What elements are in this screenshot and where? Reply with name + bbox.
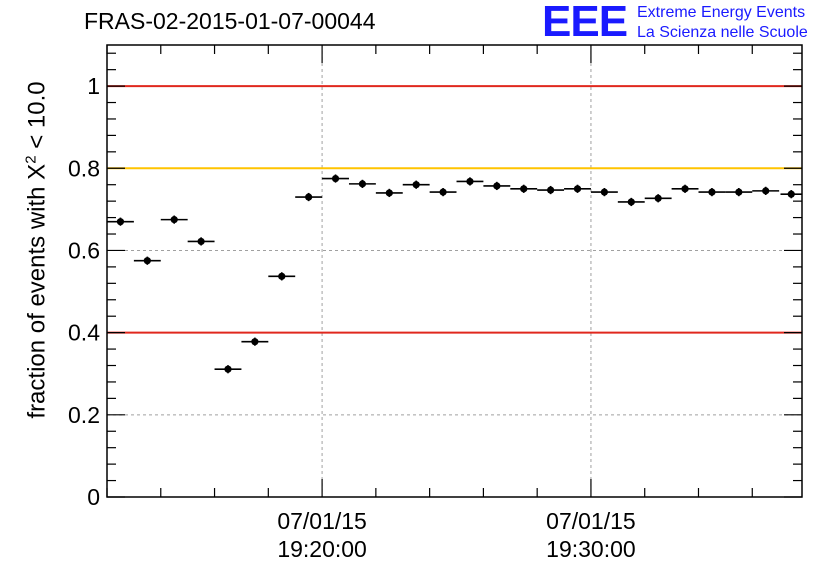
- eee-logo-mark: EEE: [542, 0, 628, 46]
- data-point: [224, 365, 232, 373]
- data-point: [547, 186, 555, 194]
- data-point: [385, 189, 393, 197]
- logo-line-2: La Scienza nelle Scuole: [637, 24, 808, 41]
- x-tick-label-time: 19:20:00: [277, 536, 367, 562]
- data-point: [170, 216, 178, 224]
- data-point: [573, 185, 582, 193]
- y-tick-label: 0.4: [68, 320, 100, 346]
- data-point: [493, 182, 501, 190]
- data-point: [787, 190, 795, 198]
- y-tick-label: 1: [87, 73, 100, 99]
- data-point: [762, 187, 770, 195]
- chart-title: FRAS-02-2015-01-07-00044: [84, 8, 376, 34]
- data-point: [600, 188, 608, 196]
- y-axis-label-suffix: < 10.0: [23, 81, 51, 156]
- data-point: [305, 193, 313, 201]
- data-point: [251, 338, 259, 346]
- y-axis-label-prefix: fraction of events with X: [23, 163, 51, 419]
- data-point: [358, 180, 367, 188]
- y-tick-label: 0.6: [68, 237, 100, 263]
- data-point: [654, 194, 662, 202]
- x-tick-label-date: 07/01/15: [277, 508, 367, 534]
- x-tick-label-time: 19:30:00: [546, 536, 636, 562]
- data-point: [331, 174, 340, 183]
- data-point: [627, 198, 635, 206]
- data-point: [412, 181, 420, 189]
- eee-logo-text: Extreme Energy Events La Scienza nelle S…: [637, 3, 808, 43]
- data-point: [466, 177, 474, 186]
- data-point: [143, 257, 151, 265]
- logo-line-1: Extreme Energy Events: [637, 4, 806, 21]
- x-tick-label-date: 07/01/15: [546, 508, 636, 534]
- y-tick-label: 0: [87, 484, 100, 510]
- data-point: [278, 272, 286, 280]
- y-tick-label: 0.2: [68, 402, 100, 428]
- data-point: [681, 185, 689, 193]
- data-point: [116, 218, 125, 226]
- data-point: [735, 188, 743, 196]
- data-point: [197, 237, 205, 246]
- data-point: [520, 185, 528, 193]
- y-axis-label-sup: 2: [22, 155, 40, 164]
- data-point: [708, 188, 716, 196]
- plot-frame: [106, 44, 803, 498]
- y-tick-label: 0.8: [68, 155, 100, 181]
- data-point: [439, 188, 447, 196]
